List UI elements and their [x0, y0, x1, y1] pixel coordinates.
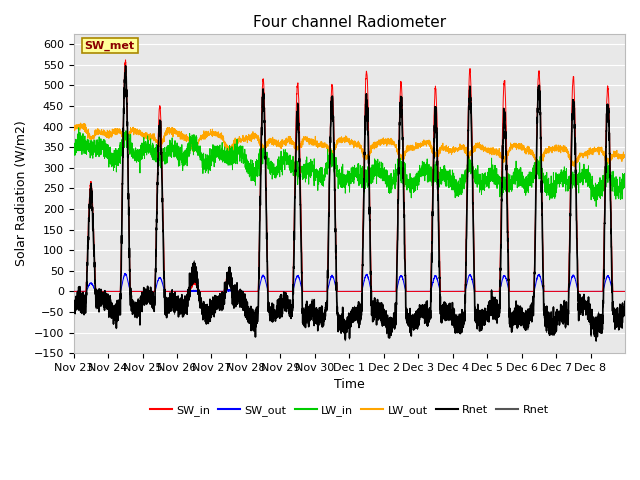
LW_in: [370, 162, 378, 168]
SW_out: [542, 288, 550, 294]
Line: Rnet: Rnet: [74, 66, 625, 341]
Rnet: [621, 305, 629, 311]
Rnet: [528, 317, 536, 323]
Rnet: [370, 313, 378, 319]
Rnet: [122, 63, 129, 69]
SW_in: [542, 288, 550, 294]
SW_in: [399, 152, 407, 158]
Rnet: [70, 300, 77, 306]
Rnet: [70, 299, 77, 304]
Rnet: [528, 318, 536, 324]
Legend: SW_in, SW_out, LW_in, LW_out, Rnet, Rnet: SW_in, SW_out, LW_in, LW_out, Rnet, Rnet: [145, 400, 554, 420]
LW_in: [542, 182, 550, 188]
SW_out: [500, 273, 508, 278]
SW_in: [500, 80, 508, 86]
Text: SW_met: SW_met: [84, 40, 135, 50]
LW_out: [500, 159, 508, 165]
LW_out: [621, 152, 629, 158]
LW_out: [399, 150, 407, 156]
Rnet: [122, 62, 129, 68]
SW_out: [528, 288, 536, 294]
SW_out: [70, 288, 77, 294]
LW_in: [399, 175, 407, 181]
SW_out: [370, 288, 378, 294]
LW_out: [77, 120, 84, 126]
LW_in: [528, 183, 536, 189]
Rnet: [500, 109, 508, 115]
SW_out: [621, 288, 629, 294]
SW_out: [121, 271, 129, 276]
Line: LW_out: LW_out: [74, 123, 625, 167]
SW_in: [528, 288, 536, 294]
LW_out: [542, 145, 550, 151]
Rnet: [592, 338, 600, 344]
LW_out: [184, 134, 192, 140]
SW_out: [399, 278, 407, 284]
LW_out: [528, 148, 536, 154]
Rnet: [184, 295, 192, 300]
Line: Rnet: Rnet: [74, 65, 625, 341]
Y-axis label: Solar Radiation (W/m2): Solar Radiation (W/m2): [15, 120, 28, 266]
LW_in: [621, 175, 629, 180]
LW_out: [570, 164, 578, 169]
Rnet: [184, 293, 192, 299]
LW_in: [500, 179, 508, 184]
Rnet: [399, 182, 407, 188]
Rnet: [542, 313, 550, 319]
Rnet: [621, 304, 629, 310]
Line: SW_out: SW_out: [74, 274, 625, 291]
LW_out: [370, 144, 378, 150]
LW_in: [184, 146, 192, 152]
LW_in: [70, 141, 77, 146]
LW_out: [70, 122, 77, 128]
Line: SW_in: SW_in: [74, 60, 625, 291]
Rnet: [501, 116, 509, 121]
SW_in: [621, 288, 629, 294]
Rnet: [542, 319, 550, 324]
SW_out: [184, 288, 192, 294]
SW_in: [70, 288, 77, 294]
SW_in: [122, 57, 129, 63]
SW_in: [184, 288, 192, 294]
SW_in: [370, 288, 378, 294]
Rnet: [370, 300, 378, 306]
Line: LW_in: LW_in: [74, 128, 625, 206]
LW_in: [592, 204, 600, 209]
Rnet: [342, 338, 349, 344]
X-axis label: Time: Time: [334, 378, 365, 392]
LW_in: [75, 125, 83, 131]
Rnet: [399, 181, 407, 187]
Title: Four channel Radiometer: Four channel Radiometer: [253, 15, 446, 30]
